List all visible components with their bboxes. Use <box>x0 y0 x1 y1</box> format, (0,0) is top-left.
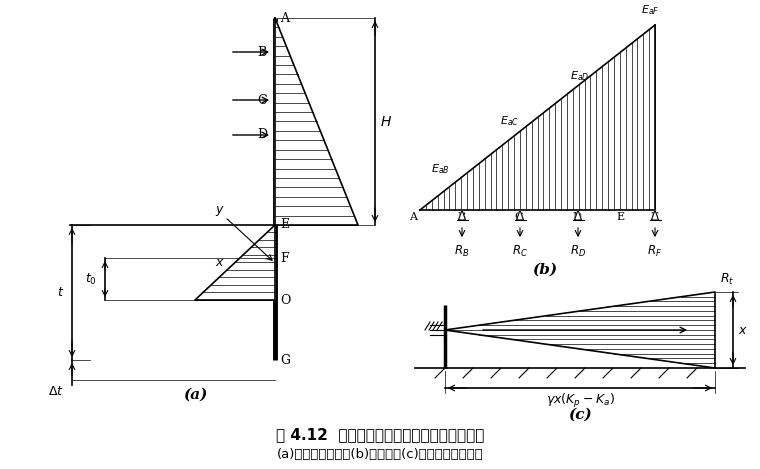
Text: F: F <box>280 251 289 265</box>
Text: (c): (c) <box>568 408 592 422</box>
Text: D: D <box>572 212 581 222</box>
Text: F: F <box>650 212 658 222</box>
Text: $R_B$: $R_B$ <box>454 244 470 259</box>
Polygon shape <box>420 25 655 210</box>
Text: D: D <box>257 129 267 142</box>
Polygon shape <box>651 210 658 220</box>
Text: A: A <box>280 12 289 24</box>
Text: $E_{aF}$: $E_{aF}$ <box>641 3 659 17</box>
Text: (a): (a) <box>183 388 207 402</box>
Text: E: E <box>280 219 289 232</box>
Text: $R_C$: $R_C$ <box>512 244 528 259</box>
Text: C: C <box>258 93 267 106</box>
Text: $R_D$: $R_D$ <box>570 244 586 259</box>
Text: $\gamma x(K_p-K_a)$: $\gamma x(K_p-K_a)$ <box>546 392 614 410</box>
Text: $R_F$: $R_F$ <box>648 244 663 259</box>
Text: C: C <box>515 212 523 222</box>
Polygon shape <box>517 210 524 220</box>
Text: O: O <box>280 294 290 307</box>
Text: A: A <box>409 212 417 222</box>
Text: $E_{aD}$: $E_{aD}$ <box>570 69 590 83</box>
Text: E: E <box>616 212 624 222</box>
Text: $y$: $y$ <box>215 204 225 218</box>
Text: 图 4.12  等值梁法计算多层支撑板桩计算简图: 图 4.12 等值梁法计算多层支撑板桩计算简图 <box>276 428 484 442</box>
Text: (a)土压力分布图；(b)等值梁；(c)人土深度计算简图: (a)土压力分布图；(b)等值梁；(c)人土深度计算简图 <box>277 448 483 461</box>
Text: G: G <box>280 354 290 366</box>
Text: $R_t$: $R_t$ <box>720 272 734 287</box>
Text: $E_{aB}$: $E_{aB}$ <box>431 162 449 176</box>
Polygon shape <box>458 210 465 220</box>
Text: (b): (b) <box>533 263 558 277</box>
Text: $x$: $x$ <box>738 324 748 336</box>
Text: $\Delta t$: $\Delta t$ <box>48 385 64 398</box>
Text: $H$: $H$ <box>380 114 392 129</box>
Text: B: B <box>258 45 267 59</box>
Text: $E_{aC}$: $E_{aC}$ <box>500 114 520 128</box>
Polygon shape <box>275 18 358 225</box>
Polygon shape <box>195 225 275 300</box>
Polygon shape <box>445 292 715 368</box>
Polygon shape <box>575 210 581 220</box>
Text: $t_0$: $t_0$ <box>85 272 97 287</box>
Text: B: B <box>457 212 465 222</box>
Text: $x$: $x$ <box>215 257 225 270</box>
Text: $t$: $t$ <box>57 286 64 299</box>
